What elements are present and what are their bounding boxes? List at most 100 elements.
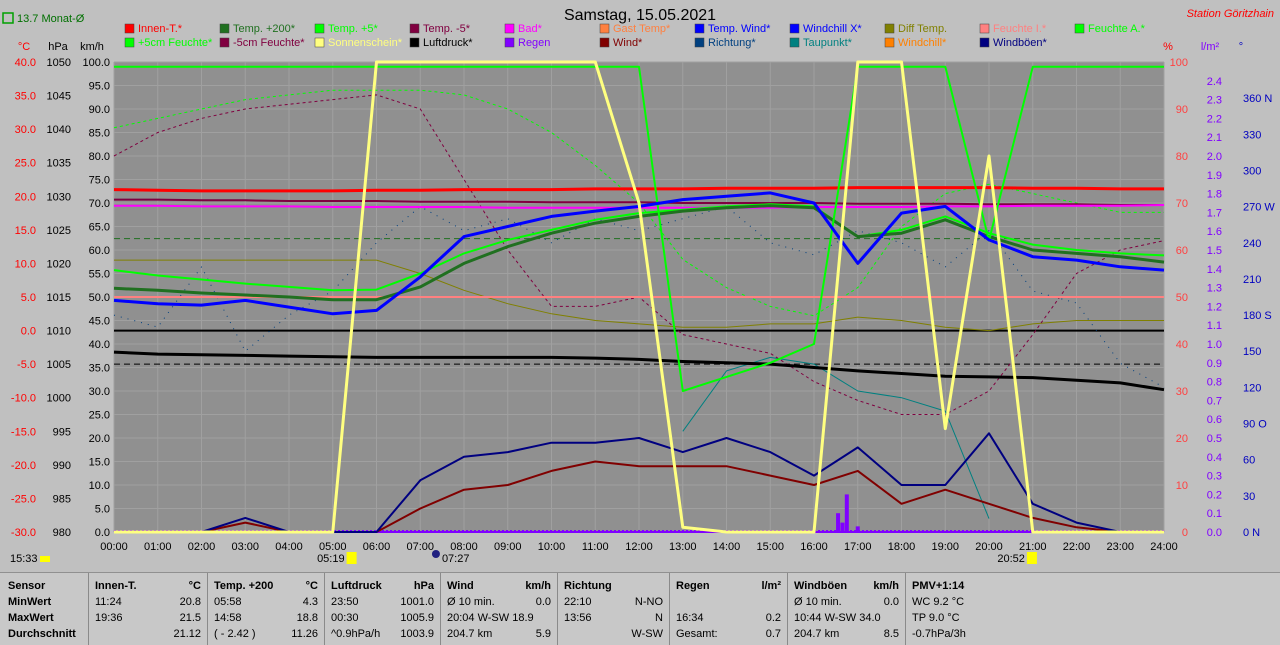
legend-label: Innen-T.* bbox=[138, 23, 183, 35]
stats-col-title: Innen-T. bbox=[95, 580, 137, 592]
legend-item-gast-temp: Gast Temp* bbox=[599, 23, 671, 35]
legend-swatch bbox=[124, 23, 135, 34]
now-time: 15:33 bbox=[10, 553, 38, 565]
series-line-sonnenschein bbox=[114, 60, 1164, 534]
speed-tick: 90.0 bbox=[89, 104, 110, 116]
rain-bar bbox=[836, 513, 841, 532]
percent-tick: 50 bbox=[1176, 292, 1188, 304]
stats-cell-time: Ø 10 min. bbox=[794, 596, 842, 608]
legend-item-5cm-feuchte: +5cm Feuchte* bbox=[124, 37, 213, 49]
speed-tick: 100.0 bbox=[82, 57, 110, 69]
stats-col-title: Regen bbox=[676, 580, 710, 592]
stats-col-unit: °C bbox=[305, 580, 318, 592]
rain-tick: 1.2 bbox=[1207, 301, 1222, 313]
time-tick: 09:00 bbox=[494, 541, 522, 553]
speed-tick: 25.0 bbox=[89, 410, 110, 422]
legend-label: Luftdruck* bbox=[423, 37, 473, 49]
legend-swatch bbox=[314, 37, 325, 48]
stats-cell-time: TP 9.0 °C bbox=[912, 612, 960, 624]
stats-cell-time: ( - 2.42 ) bbox=[214, 628, 256, 640]
legend-label: Richtung* bbox=[708, 37, 756, 49]
series-line-luftdruck bbox=[113, 350, 1165, 392]
series-line-taupunkt bbox=[682, 356, 990, 519]
speed-tick: 40.0 bbox=[89, 339, 110, 351]
speed-tick: 70.0 bbox=[89, 198, 110, 210]
legend-label: Windchill* bbox=[898, 37, 947, 49]
temp-tick: 40.0 bbox=[15, 57, 36, 69]
stats-cell-time: 204.7 km bbox=[447, 628, 493, 640]
percent-tick: 70 bbox=[1176, 198, 1188, 210]
speed-tick: 20.0 bbox=[89, 433, 110, 445]
speed-tick: 85.0 bbox=[89, 128, 110, 140]
pressure-tick: 1050 bbox=[47, 57, 71, 69]
pressure-tick: 1015 bbox=[47, 292, 71, 304]
stats-col-wind: Wind km/h Ø 10 min. 0.0 20:04 W-SW 18.9 204.7… bbox=[440, 573, 557, 645]
time-tick: 19:00 bbox=[931, 541, 959, 553]
rain-tick: 0.5 bbox=[1207, 433, 1222, 445]
temp-tick: -15.0 bbox=[11, 426, 36, 438]
rain-tick: 2.2 bbox=[1207, 113, 1222, 125]
speed-tick: 65.0 bbox=[89, 222, 110, 234]
stats-cell-time: WC 9.2 °C bbox=[912, 596, 965, 608]
legend-label: Regen bbox=[518, 37, 550, 49]
direction-tick: 330 bbox=[1243, 129, 1261, 141]
rain-tick: 0.1 bbox=[1207, 508, 1222, 520]
legend-swatch bbox=[1074, 23, 1085, 34]
direction-tick: 0 N bbox=[1243, 527, 1260, 539]
pressure-tick: 980 bbox=[53, 527, 71, 539]
direction-tick: 90 O bbox=[1243, 419, 1267, 431]
stats-cell-time: Ø 10 min. bbox=[447, 596, 495, 608]
stats-table: Sensor MinWert MaxWert Durchschnitt Inne… bbox=[0, 572, 1280, 645]
percent-tick: 10 bbox=[1176, 480, 1188, 492]
temp-tick: 10.0 bbox=[15, 258, 36, 270]
stats-cell-value: 1003.9 bbox=[400, 628, 434, 640]
rain-tick: 1.9 bbox=[1207, 170, 1222, 182]
time-tick: 20:00 bbox=[975, 541, 1003, 553]
legend-swatch bbox=[599, 37, 610, 48]
weather-chart: 40.0 35.0 30.0 25.0 20.0 15.0 10.0 5.0 0.0 -5.0 -1… bbox=[2, 7, 1276, 565]
rain-tick: 1.3 bbox=[1207, 283, 1222, 295]
time-tick: 07:00 bbox=[406, 541, 434, 553]
rain-bar bbox=[855, 526, 860, 532]
stats-cell-value: 21.12 bbox=[173, 628, 201, 640]
time-tick: 12:00 bbox=[625, 541, 653, 553]
stats-col-regen: Regen l/m² 16:34 0.2 Gesamt: 0.7 bbox=[669, 573, 787, 645]
rain-tick: 0.7 bbox=[1207, 395, 1222, 407]
percent-tick: 20 bbox=[1176, 433, 1188, 445]
stats-col-pmv-1-14: PMV+1:14 WC 9.2 °C TP 9.0 °C -0.7hPa/3h bbox=[905, 573, 1035, 645]
percent-tick: 80 bbox=[1176, 151, 1188, 163]
rain-tick: 1.4 bbox=[1207, 264, 1222, 276]
legend-item-windb-en: Windböen* bbox=[979, 37, 1048, 49]
direction-tick: 30 bbox=[1243, 491, 1255, 503]
stats-cell-time: ^0.9hPa/h bbox=[331, 628, 381, 640]
stats-cell-time: 19:36 bbox=[95, 612, 123, 624]
legend-item-temp-200: Temp. +200* bbox=[219, 23, 296, 35]
legend-item-taupunkt: Taupunkt* bbox=[789, 37, 853, 49]
sunrise-icon bbox=[346, 552, 357, 564]
legend-item-innen-t: Innen-T.* bbox=[124, 23, 183, 35]
moon-time: 07:27 bbox=[442, 553, 470, 565]
time-tick: 16:00 bbox=[800, 541, 828, 553]
legend-swatch bbox=[599, 23, 610, 34]
rain-bar bbox=[840, 522, 845, 532]
now-sun-icon bbox=[40, 556, 50, 562]
stats-col-unit: km/h bbox=[525, 580, 551, 592]
time-tick: 08:00 bbox=[450, 541, 478, 553]
pressure-tick: 1045 bbox=[47, 91, 71, 103]
time-tick: 01:00 bbox=[144, 541, 172, 553]
rain-tick: 2.3 bbox=[1207, 95, 1222, 107]
legend-swatch bbox=[979, 23, 990, 34]
legend-label: Temp. Wind* bbox=[708, 23, 771, 35]
rain-tick: 1.6 bbox=[1207, 226, 1222, 238]
rain-tick: 1.0 bbox=[1207, 339, 1222, 351]
stats-cell-time: Gesamt: bbox=[676, 628, 718, 640]
stats-col-title: PMV+1:14 bbox=[912, 580, 965, 592]
speed-tick: 95.0 bbox=[89, 81, 110, 93]
stats-cell-time: 22:10 bbox=[564, 596, 592, 608]
rain-tick: 0.8 bbox=[1207, 377, 1222, 389]
legend-item-feuchte-i: Feuchte I.* bbox=[979, 23, 1047, 35]
stats-col-title: Luftdruck bbox=[331, 580, 382, 592]
series-line-5cm-feuchte bbox=[113, 89, 1164, 317]
stats-cell-value: 4.3 bbox=[302, 596, 318, 608]
stats-cell-time: 05:58 bbox=[214, 596, 242, 608]
